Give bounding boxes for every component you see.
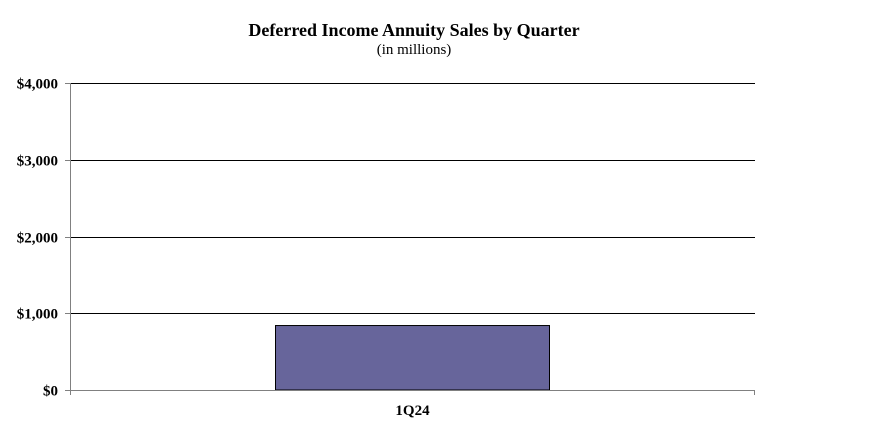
x-axis-tick-labels: 1Q24 [395, 403, 430, 419]
bars [275, 325, 550, 391]
y-tick-label: $1,000 [17, 307, 58, 323]
y-tick-label: $0 [43, 384, 58, 400]
x-tick-label: 1Q24 [395, 403, 430, 419]
chart-subtitle: (in millions) [376, 42, 452, 58]
axes [65, 83, 755, 395]
chart-title: Deferred Income Annuity Sales by Quarter [248, 20, 580, 40]
y-tick-label: $4,000 [17, 77, 58, 93]
y-tick-label: $2,000 [17, 231, 58, 247]
bar [275, 325, 550, 391]
gridlines [70, 83, 755, 314]
y-axis-tick-labels: $0 $1,000 $2,000 $3,000 $4,000 [17, 77, 58, 400]
y-tick-label: $3,000 [17, 154, 58, 170]
